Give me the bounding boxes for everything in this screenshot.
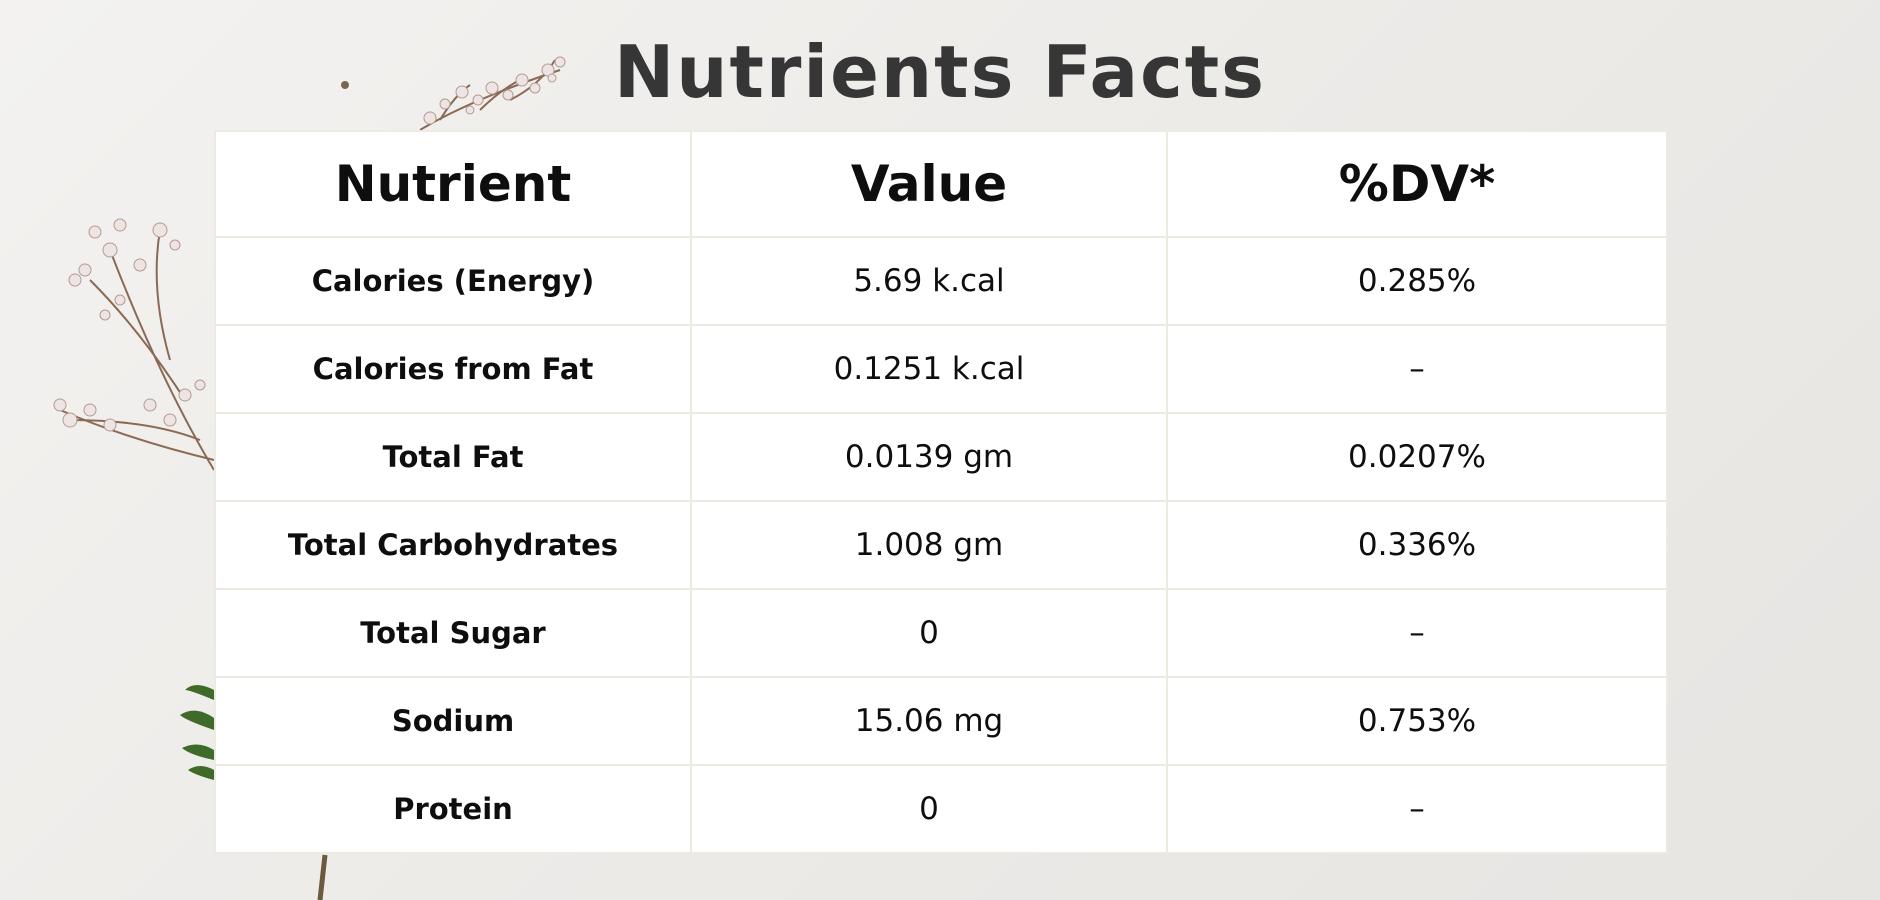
- nutrient-daily-value: –: [1166, 764, 1668, 854]
- nutrient-value: 0.1251 k.cal: [690, 324, 1168, 414]
- table-row: Total Carbohydrates 1.008 gm 0.336%: [214, 500, 1668, 590]
- header-value: Value: [690, 130, 1168, 238]
- table-header-row: Nutrient Value %DV*: [214, 130, 1668, 238]
- nutrient-name: Calories (Energy): [214, 236, 692, 326]
- nutrient-daily-value: 0.285%: [1166, 236, 1668, 326]
- nutrient-value: 15.06 mg: [690, 676, 1168, 766]
- bottom-stem: [317, 854, 328, 900]
- nutrient-daily-value: –: [1166, 588, 1668, 678]
- table-row: Calories (Energy) 5.69 k.cal 0.285%: [214, 236, 1668, 326]
- nutrient-name: Sodium: [214, 676, 692, 766]
- nutrient-name: Calories from Fat: [214, 324, 692, 414]
- nutrient-value: 5.69 k.cal: [690, 236, 1168, 326]
- page-title: Nutrients Facts: [613, 30, 1267, 114]
- header-nutrient: Nutrient: [214, 130, 692, 238]
- table-row: Total Fat 0.0139 gm 0.0207%: [214, 412, 1668, 502]
- nutrient-value: 0: [690, 764, 1168, 854]
- table-row: Total Sugar 0 –: [214, 588, 1668, 678]
- nutrients-table-wrapper: Nutrient Value %DV* Calories (Energy) 5.…: [214, 130, 1668, 854]
- table-row: Protein 0 –: [214, 764, 1668, 854]
- nutrient-daily-value: 0.336%: [1166, 500, 1668, 590]
- left-leaves: [180, 685, 214, 780]
- nutrient-value: 0: [690, 588, 1168, 678]
- table-row: Sodium 15.06 mg 0.753%: [214, 676, 1668, 766]
- nutrient-daily-value: 0.753%: [1166, 676, 1668, 766]
- table-row: Calories from Fat 0.1251 k.cal –: [214, 324, 1668, 414]
- nutrient-daily-value: –: [1166, 324, 1668, 414]
- left-flower-sprig: [59, 229, 215, 471]
- nutrient-name: Total Sugar: [214, 588, 692, 678]
- header-daily-value: %DV*: [1166, 130, 1668, 238]
- nutrient-name: Total Carbohydrates: [214, 500, 692, 590]
- nutrient-daily-value: 0.0207%: [1166, 412, 1668, 502]
- nutrient-name: Protein: [214, 764, 692, 854]
- nutrient-value: 1.008 gm: [690, 500, 1168, 590]
- nutrient-name: Total Fat: [214, 412, 692, 502]
- nutrient-value: 0.0139 gm: [690, 412, 1168, 502]
- nutrients-table: Nutrient Value %DV* Calories (Energy) 5.…: [214, 130, 1668, 854]
